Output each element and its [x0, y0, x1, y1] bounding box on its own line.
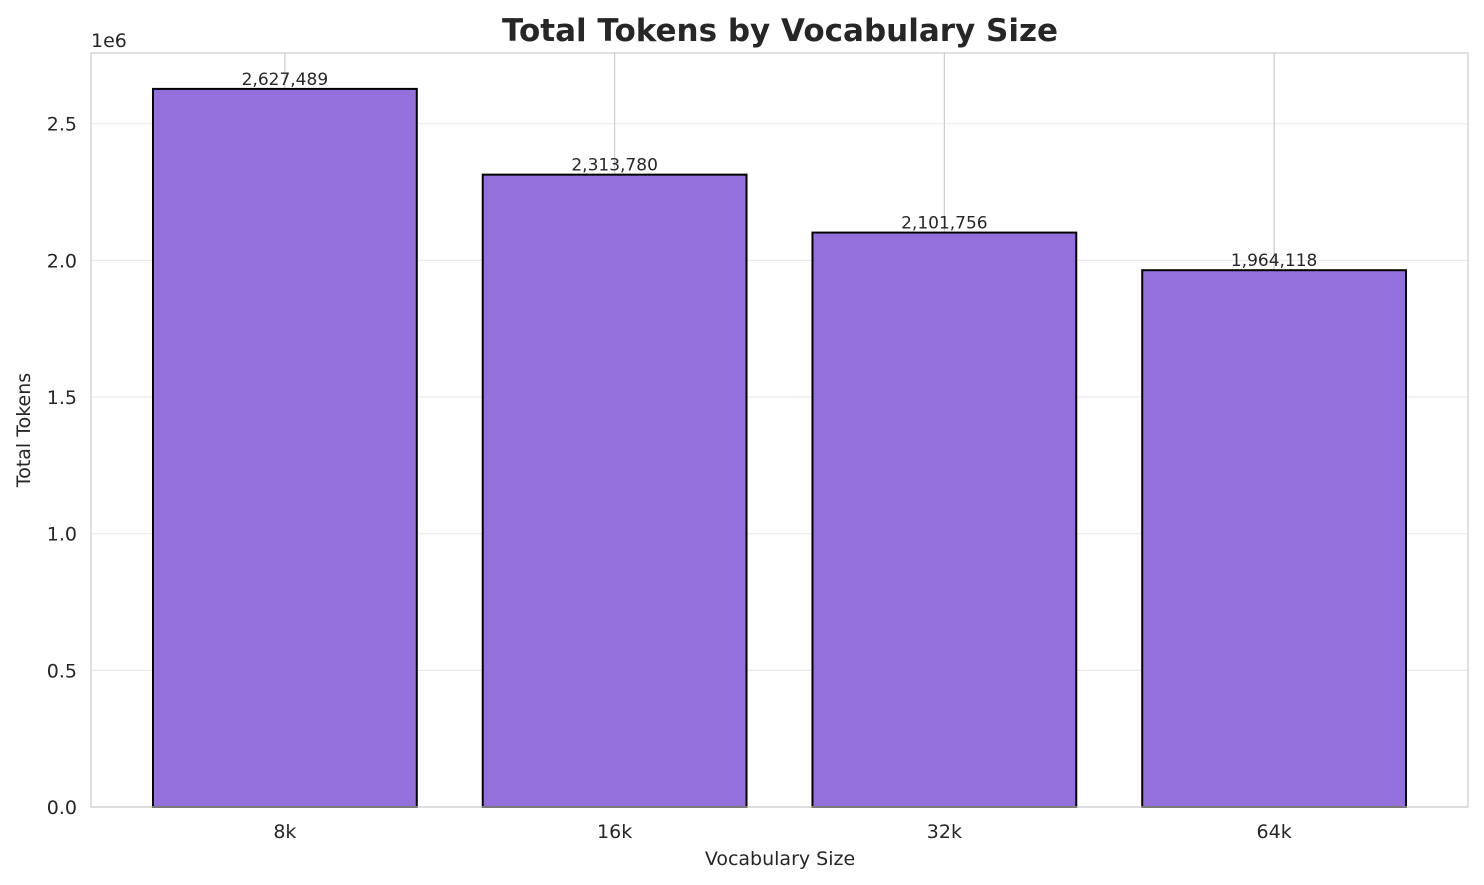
bar-value-label: 2,627,489	[242, 70, 329, 90]
ticks: 0.0 0.5 1.0 1.5 2.0 2.5 8k 16k 32k 64k	[47, 114, 1292, 843]
y-offset-label: 1e6	[91, 30, 127, 52]
bar-16k	[481, 173, 748, 809]
bar-value-label: 2,101,756	[901, 214, 988, 234]
x-axis-label: Vocabulary Size	[705, 848, 855, 870]
chart-title: Total Tokens by Vocabulary Size	[502, 13, 1058, 49]
bar-64k	[1141, 269, 1408, 808]
x-tick-label: 32k	[927, 821, 962, 843]
y-tick-label: 2.5	[47, 114, 77, 136]
y-axis-label: Total Tokens	[13, 373, 35, 488]
bar-value-label: 2,313,780	[571, 156, 658, 176]
y-tick-label: 0.5	[47, 660, 77, 682]
bars: 2,627,489 2,313,780 2,101,756 1,964,118	[151, 70, 1408, 809]
x-tick-label: 8k	[273, 821, 296, 843]
y-tick-label: 1.5	[47, 387, 77, 409]
plot-frame	[90, 52, 1469, 808]
bar-32k	[811, 231, 1078, 808]
y-tick-label: 1.0	[47, 524, 77, 546]
bar-value-label: 1,964,118	[1231, 251, 1318, 271]
bar-8k	[151, 87, 418, 808]
y-tick-label: 2.0	[47, 250, 77, 272]
x-tick-label: 16k	[597, 821, 632, 843]
x-tick-label: 64k	[1257, 821, 1292, 843]
y-tick-label: 0.0	[47, 797, 77, 819]
